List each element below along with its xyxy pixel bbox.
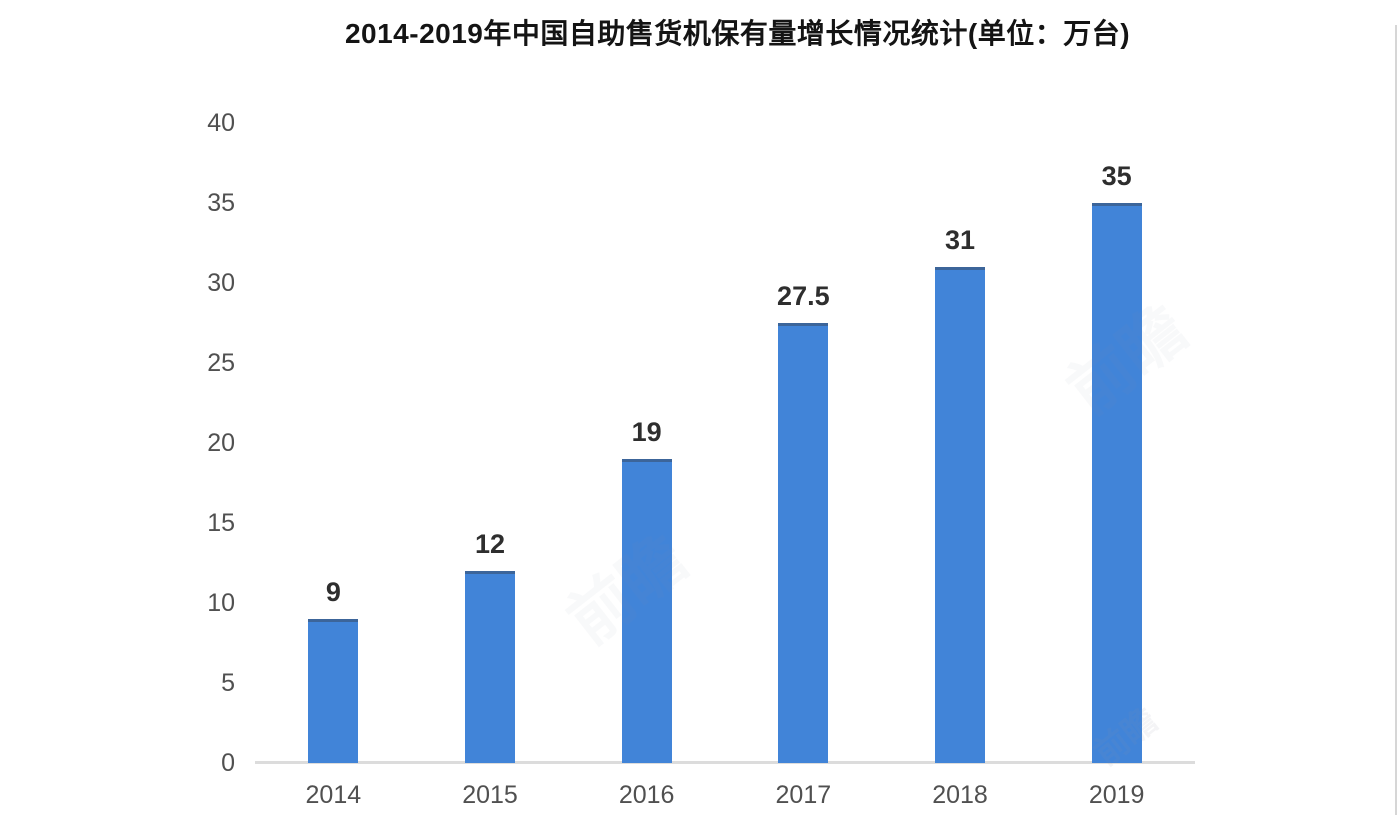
y-axis-tick-25: 25 bbox=[207, 349, 235, 377]
bar-2016 bbox=[621, 459, 672, 763]
bar-2018 bbox=[935, 267, 985, 763]
value-label-2019: 35 bbox=[1101, 161, 1132, 191]
value-label-2018: 31 bbox=[944, 225, 976, 255]
value-label-2016: 19 bbox=[631, 417, 662, 447]
y-axis-tick-20: 20 bbox=[207, 429, 235, 457]
x-axis-label-2019: 2019 bbox=[1088, 781, 1145, 809]
value-label-2017: 27.5 bbox=[777, 281, 830, 311]
x-axis-label-2016: 2016 bbox=[618, 781, 675, 809]
y-axis: 0 5 10 15 20 25 30 35 40 bbox=[150, 0, 235, 836]
y-axis-tick-30: 30 bbox=[207, 269, 235, 297]
value-label-2015: 12 bbox=[474, 529, 506, 559]
y-axis-tick-0: 0 bbox=[221, 749, 235, 777]
y-axis-tick-10: 10 bbox=[207, 589, 235, 617]
y-axis-tick-40: 40 bbox=[207, 109, 235, 137]
bar-2019 bbox=[1091, 203, 1142, 763]
value-label-2014: 9 bbox=[325, 577, 341, 607]
y-axis-tick-15: 15 bbox=[207, 509, 235, 537]
x-axis-label-2014: 2014 bbox=[305, 781, 362, 809]
x-axis-line bbox=[255, 761, 1195, 764]
image-right-border bbox=[1395, 25, 1397, 815]
bar-2015 bbox=[465, 571, 515, 763]
y-axis-tick-35: 35 bbox=[207, 189, 235, 217]
x-axis-label-2017: 2017 bbox=[775, 781, 832, 809]
x-axis-label-2018: 2018 bbox=[932, 781, 988, 809]
y-axis-tick-5: 5 bbox=[221, 669, 235, 697]
chart-title: 2014-2019年中国自助售货机保有量增长情况统计(单位：万台) bbox=[344, 18, 1131, 49]
bar-2017 bbox=[778, 323, 829, 763]
bar-2014 bbox=[308, 619, 359, 763]
x-axis-label-2015: 2015 bbox=[462, 781, 518, 809]
